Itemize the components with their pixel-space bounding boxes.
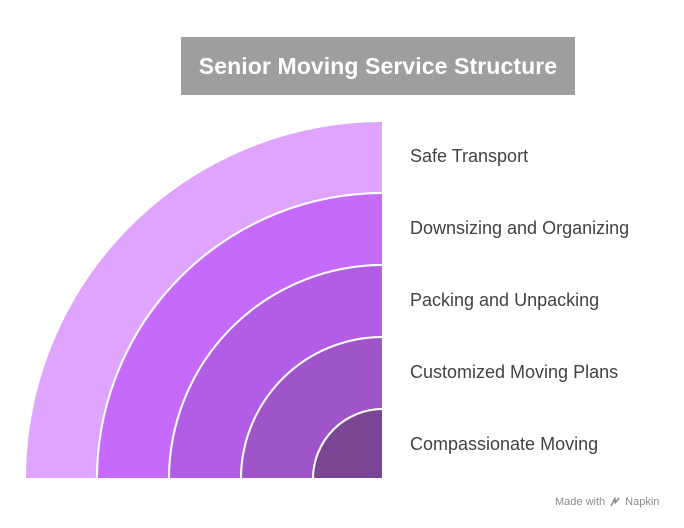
layer-label-safe-transport: Safe Transport: [410, 146, 529, 166]
napkin-logo-icon: [610, 497, 620, 507]
layer-ring-compassionate-moving: [311, 407, 384, 480]
diagram-title-box: Senior Moving Service Structure: [181, 37, 575, 95]
footer-attribution: Made with Napkin: [555, 496, 659, 508]
layer-label-compassionate-moving: Compassionate Moving: [410, 434, 599, 454]
diagram-title: Senior Moving Service Structure: [198, 52, 558, 79]
footer-made-with: Made with: [555, 496, 606, 508]
layer-label-packing: Packing and Unpacking: [410, 290, 600, 310]
footer-brand: Napkin: [625, 496, 660, 508]
layer-label-customized-plans: Customized Moving Plans: [410, 362, 619, 382]
layer-label-downsizing: Downsizing and Organizing: [410, 218, 630, 238]
